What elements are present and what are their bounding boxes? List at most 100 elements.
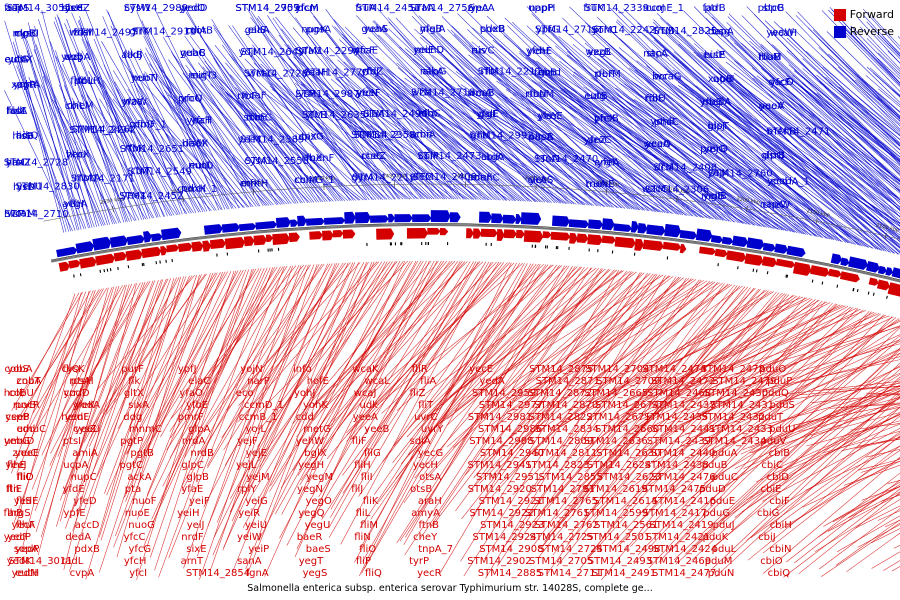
forward-gene-label: yedE bbox=[14, 496, 39, 507]
forward-gene-label: fliR bbox=[412, 364, 428, 375]
forward-strand-feature bbox=[662, 241, 682, 251]
reverse-leader-line bbox=[764, 20, 900, 150]
reverse-leader-line bbox=[227, 93, 361, 201]
reverse-leader-line bbox=[760, 45, 900, 171]
forward-strand-feature bbox=[887, 282, 900, 297]
forward-leader-line bbox=[846, 532, 900, 573]
feature-marker bbox=[717, 263, 719, 267]
reverse-gene-label: ccmH_1 bbox=[178, 184, 218, 195]
forward-gene-label: cbiE bbox=[761, 484, 782, 495]
reverse-leader-line bbox=[601, 53, 850, 244]
forward-gene-label: sdiA bbox=[410, 436, 431, 447]
reverse-gene-label: mepA bbox=[702, 97, 731, 108]
forward-gene-label: STM14_2871 bbox=[536, 376, 600, 387]
feature-marker bbox=[109, 268, 112, 272]
reverse-strand-feature bbox=[297, 215, 307, 227]
forward-strand-feature bbox=[125, 249, 143, 261]
reverse-leader-line bbox=[372, 30, 531, 202]
reverse-leader-line bbox=[786, 94, 900, 181]
forward-leader-line bbox=[318, 261, 461, 498]
forward-leader-line bbox=[552, 291, 774, 432]
reverse-gene-label: mglA bbox=[420, 24, 446, 35]
reverse-gene-label: yaaZ bbox=[6, 157, 31, 168]
forward-gene-label: ptsH bbox=[71, 376, 94, 387]
reverse-leader-line bbox=[634, 82, 881, 251]
reverse-leader-line bbox=[15, 49, 65, 233]
forward-leader-line bbox=[321, 261, 487, 520]
reverse-gene-label: proQ bbox=[178, 94, 202, 105]
reverse-gene-label: napC bbox=[643, 48, 669, 59]
reverse-leader-line bbox=[532, 59, 751, 225]
forward-gene-label: STM14_2923 bbox=[480, 520, 544, 531]
forward-gene-label: STM14_2941 bbox=[468, 460, 532, 471]
forward-leader-line bbox=[675, 352, 900, 565]
forward-leader-line bbox=[542, 285, 738, 547]
forward-leader-line bbox=[393, 264, 552, 447]
reverse-leader-line bbox=[381, 72, 564, 204]
forward-leader-line bbox=[703, 365, 900, 484]
reverse-strand-feature bbox=[221, 223, 240, 233]
reverse-leader-line bbox=[821, 10, 900, 92]
forward-leader-line bbox=[279, 260, 427, 539]
forward-leader-line bbox=[511, 281, 713, 402]
forward-gene-label: pduE bbox=[710, 496, 735, 507]
forward-leader-line bbox=[634, 306, 852, 461]
reverse-leader-line bbox=[740, 42, 900, 180]
forward-gene-label: flhE bbox=[7, 460, 26, 471]
reverse-gene-label: wcaB bbox=[468, 88, 495, 99]
reverse-gene-label: fruB bbox=[654, 26, 675, 37]
reverse-gene-label: ypfG bbox=[536, 25, 560, 36]
forward-leader-line bbox=[613, 305, 844, 407]
reverse-leader-line bbox=[573, 71, 798, 234]
forward-gene-label: yeiG bbox=[245, 496, 268, 507]
forward-leader-line bbox=[841, 403, 900, 408]
reverse-gene-label: cysW bbox=[124, 3, 151, 14]
forward-leader-line bbox=[207, 263, 331, 468]
forward-gene-label: pduG bbox=[703, 508, 730, 519]
reverse-gene-label: nuoM bbox=[527, 89, 554, 100]
forward-gene-label: flhA bbox=[16, 520, 36, 531]
reverse-leader-line bbox=[332, 93, 482, 200]
scale-tick-label: 2200 kbp bbox=[736, 196, 760, 206]
reverse-leader-line bbox=[453, 94, 649, 212]
forward-leader-line bbox=[440, 271, 637, 424]
reverse-leader-line bbox=[155, 86, 254, 207]
forward-gene-label: STM14_2623 bbox=[597, 472, 661, 483]
reverse-leader-line bbox=[408, 72, 593, 206]
reverse-leader-line bbox=[512, 21, 725, 221]
forward-gene-label: STM14_2674 bbox=[595, 400, 659, 411]
forward-leader-line bbox=[680, 341, 900, 444]
forward-gene-label: STM14_2725 bbox=[530, 532, 594, 543]
reverse-leader-line bbox=[718, 70, 900, 210]
reverse-leader-line bbox=[202, 66, 309, 203]
forward-leader-line bbox=[166, 266, 288, 450]
reverse-gene-label: xapB bbox=[708, 74, 733, 85]
feature-marker bbox=[79, 273, 82, 277]
forward-leader-line bbox=[688, 368, 900, 553]
reverse-strand-feature bbox=[430, 210, 451, 223]
forward-strand-feature bbox=[634, 238, 644, 251]
reverse-gene-label: STM14_2497 bbox=[73, 27, 137, 38]
reverse-leader-line bbox=[671, 83, 900, 248]
reverse-strand-feature bbox=[305, 217, 325, 226]
reverse-gene-label: rfbI bbox=[480, 67, 497, 78]
reverse-gene-label: gyrA bbox=[351, 173, 374, 184]
forward-gene-label: yeiR bbox=[238, 508, 260, 519]
reverse-leader-line bbox=[344, 26, 517, 201]
forward-strand-feature bbox=[576, 233, 589, 243]
reverse-gene-label: STM14_2242 bbox=[591, 25, 655, 36]
feature-marker bbox=[766, 271, 769, 275]
reverse-leader-line bbox=[263, 91, 411, 200]
forward-leader-line bbox=[556, 292, 780, 567]
forward-gene-label: eutH bbox=[15, 568, 39, 579]
reverse-gene-label: hisF bbox=[4, 209, 24, 220]
reverse-gene-label: yfeB bbox=[420, 24, 443, 35]
reverse-leader-line bbox=[388, 28, 575, 205]
reverse-gene-label: STM14_2989 bbox=[124, 3, 188, 14]
forward-gene-label: yegU bbox=[305, 520, 331, 531]
forward-leader-line bbox=[742, 385, 900, 450]
forward-gene-label: STM14_2981 bbox=[468, 412, 532, 423]
forward-leader-line bbox=[669, 317, 897, 495]
reverse-strand-feature bbox=[848, 256, 868, 270]
forward-gene-label: flk bbox=[128, 376, 140, 387]
